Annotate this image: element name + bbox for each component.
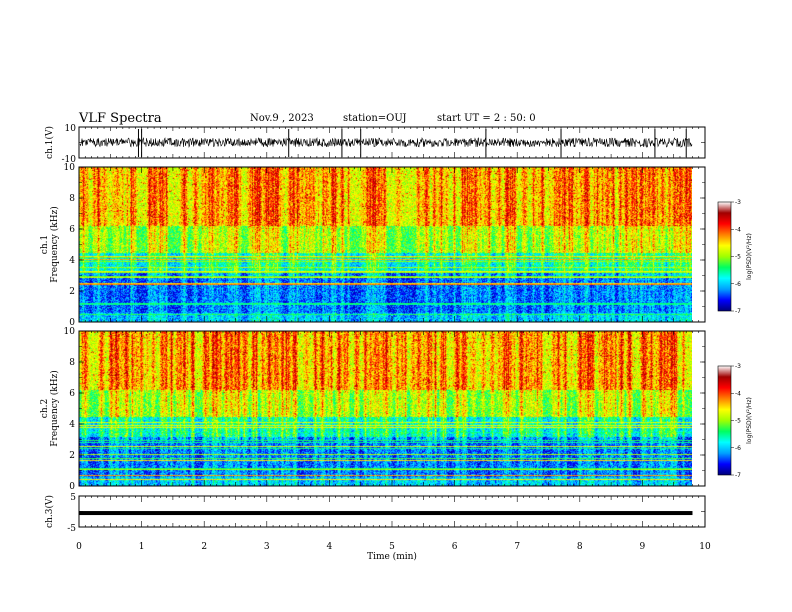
- colorbar-tick-label: -5: [735, 418, 741, 425]
- y-tick-label: 5: [70, 493, 76, 503]
- y-tick-label: 4: [69, 256, 75, 266]
- station-label: station=OUJ: [343, 113, 407, 124]
- x-tick-label: 10: [699, 542, 711, 552]
- x-tick-label: 3: [264, 542, 270, 552]
- date-label: Nov.9 , 2023: [250, 113, 314, 124]
- colorbar-tick-label: -6: [735, 281, 741, 288]
- y-axis-label-frequency: Frequency (kHz): [49, 206, 60, 283]
- ch1-waveform: [79, 137, 693, 149]
- y-axis-label: ch.3(V): [44, 495, 55, 528]
- y-axis-label-channel: ch.1: [40, 235, 50, 254]
- colorbar-label: log(PSD)(V²/Hz): [746, 233, 753, 280]
- y-tick-label: -5: [67, 524, 76, 534]
- chart-title: VLF Spectra: [79, 111, 162, 126]
- y-tick-label: 6: [69, 225, 75, 235]
- x-tick-label: 2: [201, 542, 207, 552]
- y-tick-label: 0: [69, 482, 75, 492]
- x-tick-label: 4: [327, 542, 333, 552]
- x-tick-label: 5: [389, 542, 395, 552]
- x-tick-label: 9: [640, 542, 646, 552]
- x-tick-label: 1: [139, 542, 145, 552]
- y-tick-label: 10: [65, 124, 77, 134]
- colorbar: [717, 201, 732, 312]
- spectrogram-image-ch2: [79, 331, 692, 486]
- spectrogram-image-ch1: [79, 167, 692, 322]
- y-axis-label-channel: ch.2: [40, 399, 50, 418]
- x-tick-label: 6: [452, 542, 458, 552]
- y-tick-label: 10: [64, 163, 76, 173]
- colorbar-tick-label: -5: [735, 254, 741, 261]
- y-axis-label-frequency: Frequency (kHz): [49, 370, 60, 447]
- y-tick-label: 2: [69, 451, 75, 461]
- colorbar-tick-label: -7: [735, 472, 741, 479]
- colorbar-tick-label: -3: [735, 199, 741, 206]
- y-tick-label: 10: [64, 327, 76, 337]
- x-tick-label: 8: [577, 542, 583, 552]
- x-tick-label: 7: [514, 542, 520, 552]
- colorbar-tick-label: -3: [735, 363, 741, 370]
- y-tick-label: 4: [69, 420, 75, 430]
- colorbar-label: log(PSD)(V²/Hz): [746, 397, 753, 444]
- y-tick-label: 8: [69, 194, 75, 204]
- y-axis-label: ch.1(V): [44, 126, 55, 159]
- x-axis-label: Time (min): [367, 551, 417, 562]
- y-tick-label: 8: [69, 358, 75, 368]
- y-tick-label: 6: [69, 389, 75, 399]
- y-tick-label: -10: [62, 155, 77, 165]
- ch3-waveform: [79, 511, 693, 516]
- colorbar-tick-label: -4: [735, 226, 741, 233]
- x-tick-label: 0: [76, 542, 82, 552]
- colorbar-tick-label: -6: [735, 445, 741, 452]
- y-tick-label: 2: [69, 287, 75, 297]
- start-time-label: start UT = 2 : 50: 0: [437, 113, 536, 124]
- colorbar: [717, 365, 732, 476]
- y-tick-label: 0: [69, 318, 75, 328]
- colorbar-tick-label: -4: [735, 390, 741, 397]
- colorbar-tick-label: -7: [735, 308, 741, 315]
